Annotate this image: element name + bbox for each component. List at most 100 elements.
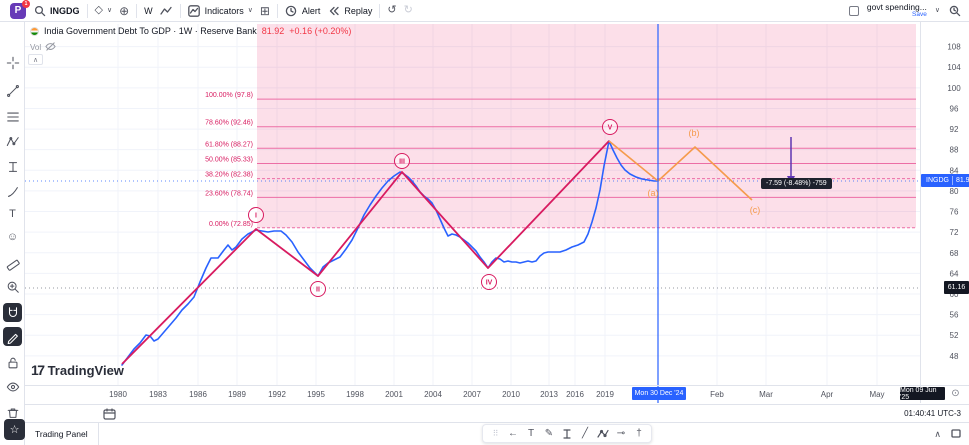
svg-text:52: 52 (950, 331, 959, 340)
svg-text:64: 64 (950, 269, 959, 278)
svg-text:61.80% (88.27): 61.80% (88.27) (205, 141, 253, 148)
trend-line-tool[interactable] (3, 81, 22, 100)
indicators-button[interactable]: Indicators ∨ (188, 4, 253, 17)
lock-drawings-tool[interactable] (3, 353, 22, 372)
price-range-icon[interactable] (559, 426, 575, 441)
trash-tool[interactable] (3, 403, 22, 422)
chart-type-button[interactable] (160, 4, 173, 17)
fib-retracement-tool[interactable] (3, 107, 22, 126)
svg-text:1992: 1992 (268, 390, 286, 399)
trendline-tool-icon[interactable]: ╱ (581, 428, 589, 439)
grid-icon: ⊞ (259, 3, 270, 18)
line-chart-icon (160, 4, 173, 17)
svg-text:100: 100 (947, 84, 961, 93)
symbol-search[interactable]: INGDG (33, 4, 80, 17)
time-axis-settings-icon[interactable]: ⊙ (951, 388, 960, 399)
svg-text:96: 96 (950, 104, 959, 113)
text-tool-icon[interactable]: T (527, 428, 535, 439)
redo-icon: ↻ (403, 4, 413, 16)
indicators-icon (188, 4, 201, 17)
last-bar-date-label: Mon 09 Jun '25 (900, 387, 945, 401)
emoji-tool[interactable]: ☺ (6, 231, 19, 243)
quick-search-icon[interactable] (948, 4, 961, 17)
app-logo[interactable]: P 1 (10, 0, 30, 19)
brush-tool-icon[interactable]: ✎ (544, 428, 554, 439)
polyline-tool-icon[interactable] (595, 426, 611, 441)
pattern-tool[interactable] (3, 132, 22, 151)
interval-label: W (144, 5, 153, 16)
indicators-label: Indicators (204, 5, 244, 16)
chevron-down-icon[interactable]: ∨ (934, 7, 940, 14)
undo-button[interactable]: ↺ (387, 5, 396, 16)
volume-legend[interactable]: Vol (30, 41, 56, 54)
svg-text:2004: 2004 (424, 390, 442, 399)
crosshair-tool[interactable] (3, 53, 22, 72)
horizontal-line-price-label: 61.16 (944, 281, 969, 294)
price-axis[interactable]: 108 104 100 96 92 88 84 80 76 72 68 64 60 56 52 48 (947, 43, 961, 361)
panel-collapse-icon[interactable]: ∧ (934, 428, 941, 439)
svg-text:88: 88 (950, 146, 959, 155)
compare-button[interactable]: ◇ ∨ (95, 5, 113, 16)
magnet-tool[interactable] (3, 303, 22, 322)
fib-levels[interactable]: 100.00% (97.8) 78.60% (92.46) 61.80% (88.2… (205, 92, 916, 229)
svg-text:Apr: Apr (821, 390, 834, 399)
brush-tool[interactable] (3, 182, 22, 201)
svg-text:(b): (b) (689, 128, 700, 138)
favorites-star-button[interactable]: ☆ (4, 419, 25, 440)
fib-shaded-zone[interactable] (257, 24, 916, 228)
save-link[interactable]: Save (912, 11, 927, 18)
alert-label: Alert (301, 5, 321, 16)
divider (276, 3, 278, 18)
alert-button[interactable]: Alert (285, 4, 321, 17)
layout-name: govt spending... (866, 1, 927, 12)
redo-button[interactable]: ↻ (404, 5, 413, 16)
interval-button[interactable]: W (144, 6, 153, 16)
vol-label: Vol (30, 43, 42, 52)
notification-badge: 1 (22, 0, 30, 8)
legend-collapse-button[interactable]: ∧ (28, 54, 43, 65)
replay-button[interactable]: Replay (327, 4, 372, 17)
layout-checkbox[interactable] (848, 5, 859, 16)
elliott-impulse-line[interactable] (121, 140, 610, 365)
crosshair-date-label: Mon 30 Dec '24 (632, 387, 686, 400)
svg-text:48: 48 (950, 352, 959, 361)
svg-text:1995: 1995 (307, 390, 325, 399)
add-symbol-button[interactable]: ⊕ (119, 5, 129, 17)
time-axis[interactable]: 1980 1983 1986 1989 1992 1995 1998 2001 2004 2007… (109, 390, 884, 399)
arrow-left-icon[interactable]: ← (508, 428, 518, 439)
svg-text:0.00% (72.85): 0.00% (72.85) (209, 221, 253, 228)
hide-drawings-tool[interactable] (3, 377, 22, 396)
measure-tool[interactable] (3, 254, 22, 273)
divider (379, 3, 381, 18)
layout-grid-button[interactable]: ⊞ (260, 5, 270, 17)
svg-text:2010: 2010 (502, 390, 520, 399)
svg-text:56: 56 (950, 311, 959, 320)
svg-text:2007: 2007 (463, 390, 481, 399)
tradingview-logo-text: TradingView (47, 362, 124, 378)
abc-projection-line[interactable] (608, 140, 753, 201)
last-price: 81.92 (261, 26, 285, 36)
svg-text:May: May (869, 390, 884, 399)
projection-tool[interactable] (3, 157, 22, 176)
zoom-in-tool[interactable] (3, 277, 22, 296)
drag-handle[interactable]: ⠿ (492, 429, 499, 438)
trading-panel-tab[interactable]: Trading Panel (25, 423, 99, 445)
svg-text:IV: IV (486, 280, 493, 287)
price-change: +0.16 (+0.20%) (289, 26, 352, 36)
calendar-icon[interactable] (103, 407, 117, 420)
svg-text:23.60% (78.74): 23.60% (78.74) (205, 190, 253, 197)
chart-legend[interactable]: India Government Debt To GDP · 1W · Rese… (30, 26, 351, 36)
layout-menu[interactable]: govt spending... Save (866, 1, 927, 19)
maximize-panel-icon[interactable] (951, 425, 961, 443)
eye-off-icon[interactable] (45, 41, 56, 54)
vertical-line-icon[interactable]: † (636, 428, 642, 439)
text-tool[interactable]: T (9, 208, 16, 220)
bottom-bar: Trading Panel ⠿ ← T ✎ ╱ ⊸ † ∧ (25, 422, 969, 445)
drawing-mode-tool[interactable] (3, 327, 22, 346)
horizontal-ray-icon[interactable]: ⊸ (616, 428, 626, 439)
svg-text:1989: 1989 (228, 390, 246, 399)
clock-utc[interactable]: 01:40:41 UTC-3 (904, 409, 961, 418)
svg-text:II: II (316, 287, 320, 294)
